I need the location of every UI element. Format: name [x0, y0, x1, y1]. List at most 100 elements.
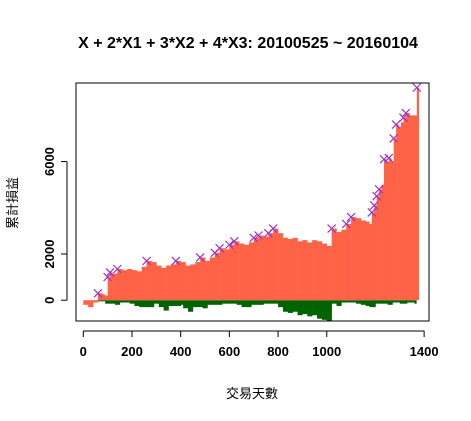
pnl-bar	[200, 257, 206, 301]
pnl-bar	[229, 244, 235, 301]
pnl-bar	[403, 117, 407, 301]
new-high-marker	[93, 288, 103, 298]
y-tick-label: 2000	[42, 240, 57, 269]
y-tick-label: 0	[42, 297, 57, 304]
drawdown-bar	[312, 300, 318, 316]
drawdown-bar	[129, 300, 135, 304]
x-tick-label: 1000	[312, 344, 341, 359]
drawdown-bar	[365, 300, 370, 306]
pnl-bar	[83, 300, 89, 305]
pnl-bar	[102, 294, 106, 301]
pnl-bar	[117, 269, 123, 301]
x-axis: 0 200 400 600 800 1000 1400	[80, 330, 439, 359]
pnl-bar	[336, 232, 342, 301]
pnl-bar	[224, 249, 230, 301]
pnl-bar	[396, 124, 399, 301]
pnl-bar	[175, 260, 181, 301]
pnl-bar	[374, 205, 377, 301]
pnl-bar	[321, 243, 328, 301]
pnl-bar	[248, 242, 255, 301]
pnl-bar	[234, 241, 240, 301]
pnl-bar	[161, 267, 167, 301]
drawdown-bar	[287, 300, 293, 313]
pnl-bar	[391, 161, 394, 301]
drawdown-bar	[375, 300, 388, 304]
new-high-marker	[229, 236, 239, 246]
drawdown-bar	[341, 300, 352, 303]
pnl-bar	[307, 242, 313, 301]
new-high-marker	[215, 243, 225, 253]
pnl-bar	[317, 241, 323, 301]
new-high-marker	[346, 212, 356, 222]
x-tick-label: 0	[80, 344, 87, 359]
pnl-bar	[287, 238, 293, 301]
drawdown-bar	[168, 300, 181, 306]
pnl-bar	[122, 270, 128, 301]
drawdown-bar	[360, 300, 366, 305]
new-high-marker	[384, 153, 394, 163]
drawdown-bar	[302, 300, 308, 315]
y-axis-title: 累計損益	[5, 177, 21, 229]
pnl-bar	[413, 115, 418, 301]
pnl-bar	[88, 300, 94, 308]
new-high-marker	[142, 256, 152, 266]
drawdown-bar	[336, 300, 342, 306]
pnl-bar	[166, 265, 172, 301]
pnl-bar	[292, 237, 298, 301]
new-high-marker	[224, 240, 234, 250]
drawdown-bar	[392, 300, 401, 303]
pnl-bar	[127, 269, 133, 301]
pnl-bar	[302, 240, 308, 301]
x-tick-label: 1400	[410, 344, 439, 359]
drawdown-bar	[407, 300, 415, 303]
drawdown-bar	[119, 300, 130, 303]
new-high-marker	[268, 224, 278, 233]
new-high-marker	[412, 83, 422, 93]
pnl-bar	[405, 113, 410, 301]
pnl-bar	[105, 295, 108, 301]
pnl-bar	[416, 87, 420, 301]
new-high-marker	[401, 108, 411, 118]
new-high-marker	[249, 233, 259, 243]
drawdown-bar	[317, 300, 323, 319]
new-high-markers	[93, 83, 422, 298]
pnl-bar	[214, 252, 220, 301]
drawdown-bar	[192, 300, 203, 308]
drawdown-bar	[321, 300, 328, 320]
pnl-bar	[136, 271, 143, 301]
new-high-marker	[399, 113, 408, 123]
chart-title: X + 2*X1 + 3*X2 + 4*X3: 20100525 ~ 20160…	[78, 35, 418, 52]
pnl-bar	[398, 126, 402, 301]
pnl-bar	[371, 212, 375, 301]
drawdown-bar	[114, 300, 121, 305]
new-high-marker	[374, 184, 384, 194]
pnl-bar	[107, 277, 111, 301]
pnl-bar	[110, 272, 113, 301]
drawdown-bar	[307, 300, 313, 317]
new-high-marker	[195, 253, 205, 262]
pnl-bar	[239, 243, 245, 301]
pnl-bar	[268, 233, 274, 301]
pnl-bar	[93, 300, 99, 303]
drawdown-bar	[236, 300, 242, 305]
drawdown-bar	[158, 300, 164, 308]
drawdown-bar	[163, 300, 169, 311]
plot-frame	[75, 82, 430, 322]
drawdown-bars	[97, 300, 417, 321]
drawdown-bar	[202, 300, 208, 309]
new-high-marker	[389, 134, 399, 143]
pnl-bar	[195, 262, 201, 301]
new-high-marker	[254, 231, 264, 240]
pnl-bar	[341, 229, 347, 301]
pnl-bar	[312, 240, 318, 301]
pnl-bar	[141, 266, 147, 301]
drawdown-bar	[187, 300, 194, 312]
drawdown-bar	[263, 300, 279, 304]
pnl-bar	[273, 228, 279, 301]
pnl-bar	[219, 248, 225, 301]
pnl-bar	[376, 196, 380, 301]
drawdown-bar	[134, 300, 140, 306]
drawdown-bar	[183, 300, 189, 309]
pnl-bar	[365, 221, 370, 301]
